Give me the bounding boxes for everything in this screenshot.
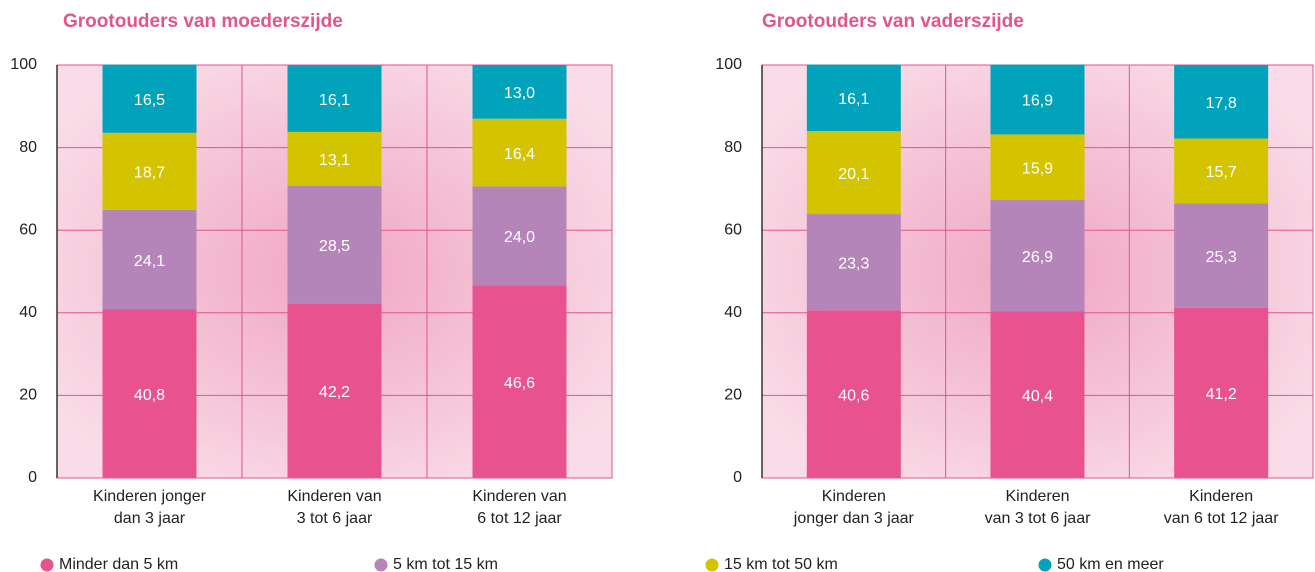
- y-tick-label: 20: [724, 387, 742, 404]
- value-label: 15,7: [1206, 164, 1237, 181]
- bar-segment: [1174, 138, 1269, 204]
- bar-segment: [287, 303, 382, 478]
- x-tick-line: Kinderen: [1005, 488, 1069, 505]
- y-tick-label: 0: [28, 469, 37, 486]
- y-tick-label: 40: [724, 304, 742, 321]
- legend-label: 15 km tot 50 km: [724, 556, 838, 572]
- x-tick-line: jonger dan 3 jaar: [793, 510, 915, 527]
- value-label: 28,5: [319, 238, 350, 255]
- bar-segment: [806, 64, 901, 132]
- value-label: 41,2: [1206, 386, 1237, 403]
- bar-segment: [102, 209, 197, 310]
- value-label: 24,0: [504, 229, 535, 246]
- x-tick-line: dan 3 jaar: [114, 510, 186, 527]
- value-label: 13,1: [319, 152, 350, 169]
- legend-marker: [374, 558, 388, 572]
- x-tick-label: Kinderen van 6 tot 12 jaar: [1164, 488, 1279, 527]
- bar-segment: [102, 132, 197, 210]
- bar-segment: [472, 65, 567, 119]
- x-tick-line: van 3 tot 6 jaar: [985, 510, 1092, 527]
- bar-segment: [806, 214, 901, 311]
- bar-segment: [472, 186, 567, 286]
- x-tick-label: Kinderen jonger dan 3 jaar: [93, 488, 207, 527]
- legend-label: Minder dan 5 km: [59, 556, 178, 572]
- value-label: 20,1: [838, 166, 869, 183]
- bar-segment: [990, 311, 1085, 478]
- bar-segment: [102, 309, 197, 478]
- bar-segment: [1174, 65, 1269, 139]
- y-tick-label: 100: [715, 56, 742, 73]
- value-label: 17,8: [1206, 95, 1237, 112]
- value-label: 25,3: [1206, 249, 1237, 266]
- y-tick-label: 40: [19, 304, 37, 321]
- bar-segment: [472, 285, 567, 478]
- y-tick-label: 80: [19, 139, 37, 156]
- y-tick-label: 0: [733, 469, 742, 486]
- y-tick-label: 20: [19, 387, 37, 404]
- x-tick-line: 3 tot 6 jaar: [297, 510, 373, 527]
- chart-title: Grootouders van vaderszijde: [762, 11, 1024, 32]
- bar-segment: [287, 131, 382, 187]
- value-label: 26,9: [1022, 249, 1053, 266]
- legend-marker: [40, 558, 54, 572]
- value-label: 42,2: [319, 384, 350, 401]
- x-tick-line: Kinderen: [822, 488, 886, 505]
- y-tick-label: 60: [19, 221, 37, 238]
- y-tick-label: 60: [724, 221, 742, 238]
- bar-segment: [806, 131, 901, 215]
- value-label: 40,8: [134, 387, 165, 404]
- bar-segment: [102, 64, 197, 133]
- x-tick-line: van 6 tot 12 jaar: [1164, 510, 1279, 527]
- bar-segment: [287, 186, 382, 304]
- x-tick-label: Kinderen jonger dan 3 jaar: [793, 488, 915, 527]
- legend-marker: [705, 558, 719, 572]
- y-tick-label: 100: [10, 56, 37, 73]
- bar-segment: [990, 64, 1085, 135]
- bar-segment: [990, 200, 1085, 312]
- value-label: 16,1: [319, 92, 350, 109]
- bar-segment: [287, 65, 382, 132]
- value-label: 13,0: [504, 85, 535, 102]
- value-label: 23,3: [838, 255, 869, 272]
- value-label: 24,1: [134, 253, 165, 270]
- x-tick-line: Kinderen van: [472, 488, 566, 505]
- legend-label: 50 km en meer: [1057, 556, 1164, 572]
- value-label: 16,4: [504, 146, 535, 163]
- value-label: 16,9: [1022, 93, 1053, 110]
- bar-segment: [472, 118, 567, 187]
- x-tick-line: Kinderen: [1189, 488, 1253, 505]
- bar-segment: [1174, 203, 1269, 308]
- chart-title: Grootouders van moederszijde: [63, 11, 343, 32]
- x-tick-line: Kinderen van: [287, 488, 381, 505]
- legend-marker: [1038, 558, 1052, 572]
- x-tick-line: Kinderen jonger: [93, 488, 207, 505]
- value-label: 46,6: [504, 375, 535, 392]
- value-label: 40,4: [1022, 388, 1053, 405]
- bar-segment: [990, 134, 1085, 201]
- x-tick-label: Kinderen van 6 tot 12 jaar: [472, 488, 566, 527]
- x-tick-label: Kinderen van 3 tot 6 jaar: [985, 488, 1092, 527]
- x-tick-label: Kinderen van 3 tot 6 jaar: [287, 488, 381, 527]
- x-tick-line: 6 tot 12 jaar: [477, 510, 562, 527]
- bar-segment: [1174, 307, 1269, 478]
- value-label: 18,7: [134, 165, 165, 182]
- legend-label: 5 km tot 15 km: [393, 556, 498, 572]
- y-tick-label: 80: [724, 139, 742, 156]
- value-label: 16,1: [838, 91, 869, 108]
- bar-segment: [806, 310, 901, 478]
- value-label: 16,5: [134, 92, 165, 109]
- value-label: 40,6: [838, 387, 869, 404]
- value-label: 15,9: [1022, 160, 1053, 177]
